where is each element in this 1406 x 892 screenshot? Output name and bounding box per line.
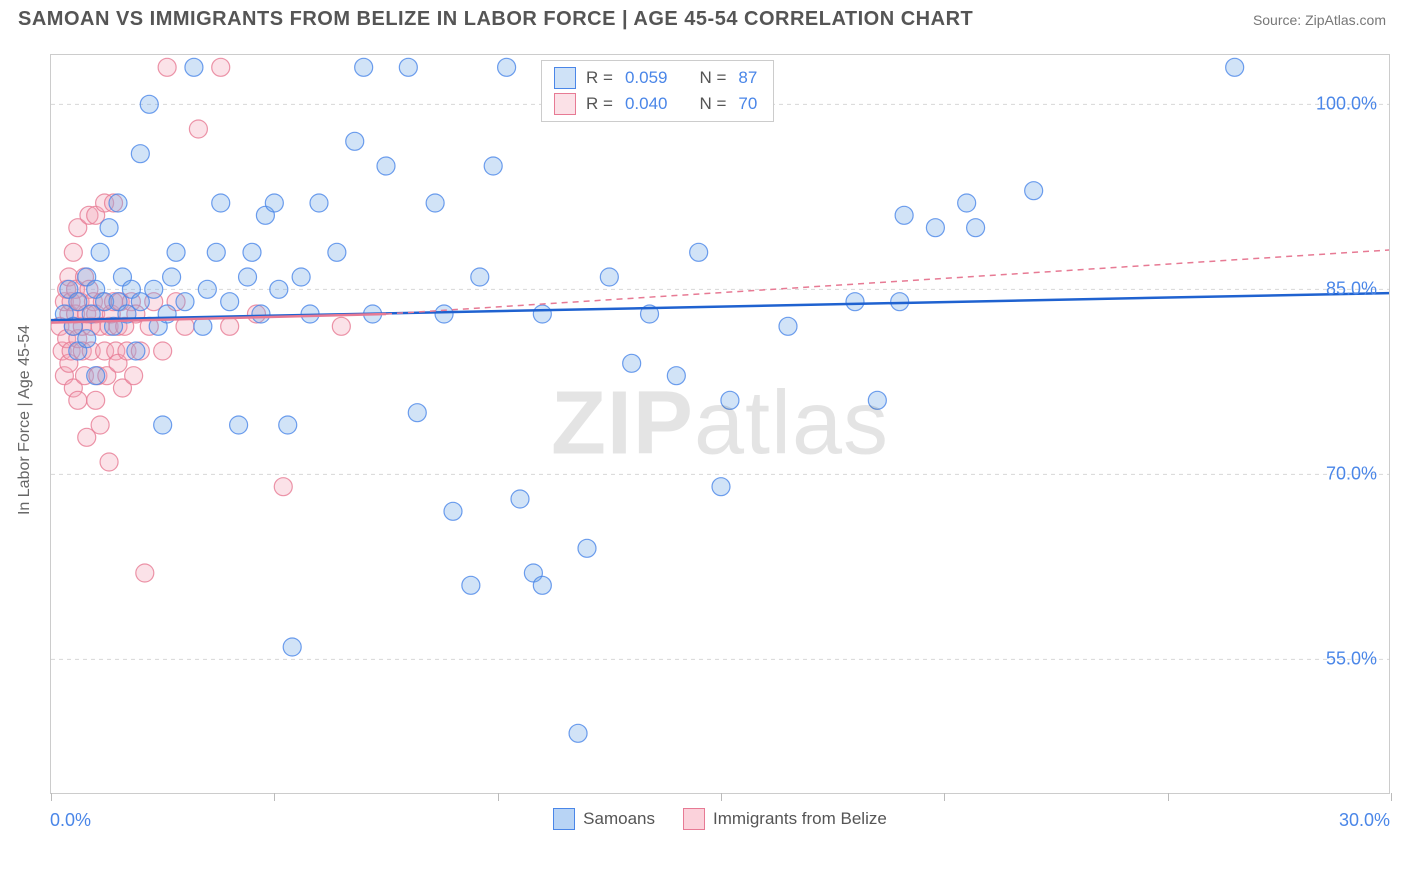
x-tick [274, 793, 275, 801]
x-tick [1391, 793, 1392, 801]
series-legend-item: Immigrants from Belize [683, 808, 887, 830]
source-attribution: Source: ZipAtlas.com [1253, 12, 1386, 28]
chart-plot-area: ZIPatlas 55.0%70.0%85.0%100.0% R =0.059N… [50, 54, 1390, 794]
y-tick-label: 55.0% [1326, 649, 1377, 670]
correlation-legend-row: R =0.059N =87 [554, 65, 761, 91]
correlation-legend-row: R =0.040N =70 [554, 91, 761, 117]
y-tick-label: 100.0% [1316, 94, 1377, 115]
correlation-legend: R =0.059N =87R =0.040N =70 [541, 60, 774, 122]
series-legend: Samoans Immigrants from Belize [50, 808, 1390, 830]
y-tick-label: 70.0% [1326, 464, 1377, 485]
scatter-plot-svg [51, 55, 1389, 793]
series-legend-item: Samoans [553, 808, 655, 830]
chart-title: SAMOAN VS IMMIGRANTS FROM BELIZE IN LABO… [18, 8, 973, 31]
x-tick [51, 793, 52, 801]
x-tick [944, 793, 945, 801]
x-tick [498, 793, 499, 801]
header: SAMOAN VS IMMIGRANTS FROM BELIZE IN LABO… [0, 0, 1406, 35]
x-tick [1168, 793, 1169, 801]
y-axis-title: In Labor Force | Age 45-54 [16, 325, 34, 515]
y-tick-label: 85.0% [1326, 279, 1377, 300]
x-tick [721, 793, 722, 801]
